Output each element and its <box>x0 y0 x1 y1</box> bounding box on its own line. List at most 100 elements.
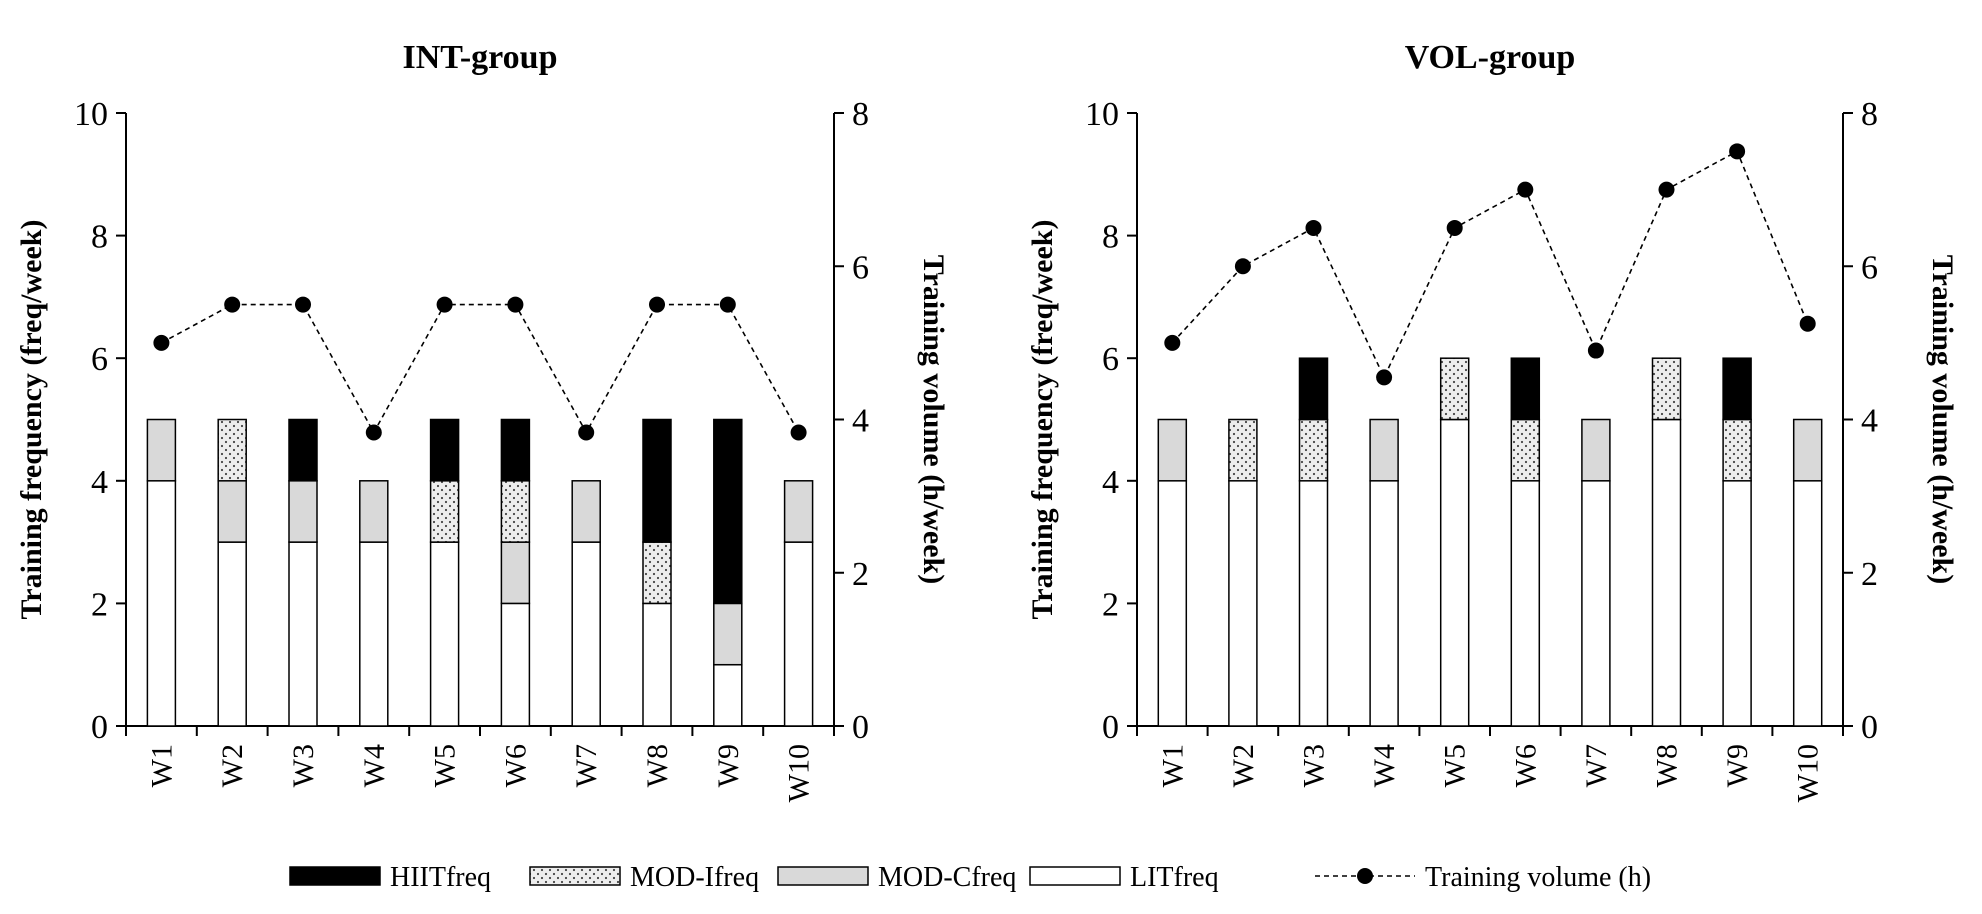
chart-title: INT-group <box>403 39 558 76</box>
training-volume-point-w8 <box>1658 181 1675 198</box>
right-tick-label: 4 <box>1861 403 1878 440</box>
x-tick-label-w1: W1 <box>145 744 178 787</box>
left-tick-label: 6 <box>1102 341 1119 378</box>
left-tick-label: 2 <box>1102 586 1119 623</box>
bar-hiitfreq-w3 <box>288 418 318 482</box>
vol-group-chart: VOL-group 0 2 4 6 8 10 0 2 4 6 8 W1 W2 W3 W4 W5 W6 W7 W8 W9 W… <box>1026 39 1959 802</box>
x-tick-label-w4: W4 <box>358 744 391 787</box>
x-tick-label-w5: W5 <box>1439 744 1472 787</box>
x-tick-label-w4: W4 <box>1368 744 1401 787</box>
bar-litfreq-w1 <box>1157 480 1188 727</box>
bar-hiitfreq-w9 <box>1722 357 1752 421</box>
bar-litfreq-w8 <box>642 602 672 727</box>
bar-mod-ifreq-w6 <box>1510 418 1541 482</box>
x-tick-label-w8: W8 <box>1651 744 1684 787</box>
left-tick-label: 0 <box>1102 709 1119 746</box>
training-volume-point-w2 <box>1234 258 1251 275</box>
bar-litfreq-w8 <box>1651 418 1682 727</box>
y-axis-label: Training frequency (freq/week) <box>1026 220 1059 620</box>
bar-mod-cfreq-w6 <box>500 541 531 605</box>
left-tick-label: 4 <box>1102 464 1119 501</box>
bar-litfreq-w9 <box>1722 480 1752 727</box>
training-volume-point-w6 <box>1517 181 1534 198</box>
bar-mod-ifreq-w8 <box>1651 357 1682 421</box>
legend-marker-training-volume <box>1357 868 1373 884</box>
bar-mod-cfreq-w2 <box>217 480 247 543</box>
bar-mod-ifreq-w6 <box>500 480 531 543</box>
bar-mod-cfreq-w7 <box>571 480 601 543</box>
x-tick-label-w8: W8 <box>641 744 674 787</box>
x-tick-label-w6: W6 <box>1509 744 1542 787</box>
training-volume-point-w9 <box>1729 143 1746 160</box>
bar-mod-cfreq-w7 <box>1581 418 1611 482</box>
right-tick-label: 2 <box>1861 556 1878 593</box>
bar-mod-cfreq-w4 <box>1369 418 1399 482</box>
bar-litfreq-w5 <box>1439 418 1470 727</box>
bar-litfreq-w3 <box>1298 480 1329 727</box>
bar-litfreq-w4 <box>1369 480 1399 727</box>
left-tick-label: 6 <box>91 341 108 378</box>
x-tick-label-w10: W10 <box>783 744 816 802</box>
training-volume-point-w8 <box>649 296 665 313</box>
bar-hiitfreq-w5 <box>429 418 460 482</box>
x-tick-label-w3: W3 <box>287 744 320 787</box>
legend-swatch-litfreq <box>1029 866 1121 886</box>
bar-litfreq-w10 <box>1792 480 1823 727</box>
right-tick-label: 4 <box>852 403 869 440</box>
x-tick-label-w2: W2 <box>216 744 249 787</box>
bar-litfreq-w3 <box>288 541 318 727</box>
legend-swatch-mod-ifreq <box>529 866 621 886</box>
bar-litfreq-w2 <box>1228 480 1258 727</box>
bar-hiitfreq-w8 <box>642 418 672 543</box>
left-tick-label: 8 <box>91 219 108 256</box>
int-group-chart: INT-group 0 2 4 6 8 10 0 2 4 6 8 W1 W2 W3 W4 W5 W6 W7 W8 W9 W… <box>15 39 950 802</box>
legend-label-mod-ifreq: MOD-Ifreq <box>630 862 759 893</box>
training-volume-point-w6 <box>507 296 524 313</box>
bar-mod-cfreq-w10 <box>1792 418 1823 482</box>
bar-mod-ifreq-w9 <box>1722 418 1752 482</box>
training-volume-point-w1 <box>153 334 170 351</box>
training-volume-point-w5 <box>1446 219 1463 236</box>
training-volume-line <box>161 303 800 435</box>
bar-hiitfreq-w3 <box>1298 357 1329 421</box>
right-tick-label: 0 <box>852 709 869 746</box>
bar-mod-ifreq-w2 <box>1228 418 1258 482</box>
bar-litfreq-w9 <box>713 663 743 727</box>
x-tick-label-w10: W10 <box>1792 744 1825 802</box>
bar-mod-cfreq-w9 <box>713 602 743 666</box>
bar-mod-cfreq-w3 <box>288 480 318 543</box>
bar-hiitfreq-w9 <box>713 418 743 605</box>
legend-label-litfreq: LITfreq <box>1130 862 1219 893</box>
left-tick-label: 10 <box>74 96 108 133</box>
legend: HIITfreq MOD-Ifreq MOD-Cfreq LITfreq Trainin… <box>289 862 1651 893</box>
y2-axis-label: Training volume (h/week) <box>1926 255 1959 584</box>
bar-mod-cfreq-w1 <box>1157 418 1188 482</box>
bar-mod-ifreq-w2 <box>217 418 247 482</box>
bar-litfreq-w5 <box>429 541 460 727</box>
bar-mod-ifreq-w5 <box>1439 357 1470 421</box>
bar-hiitfreq-w6 <box>1510 357 1541 421</box>
right-tick-label: 0 <box>1861 709 1878 746</box>
left-tick-label: 10 <box>1085 96 1119 133</box>
bar-mod-ifreq-w3 <box>1298 418 1329 482</box>
bar-litfreq-w6 <box>500 602 531 727</box>
right-tick-label: 6 <box>852 249 869 286</box>
x-tick-label-w9: W9 <box>1721 744 1754 787</box>
legend-label-hiitfreq: HIITfreq <box>390 862 491 893</box>
bar-mod-ifreq-w8 <box>642 541 672 605</box>
right-tick-label: 2 <box>852 556 869 593</box>
bar-mod-cfreq-w1 <box>146 418 177 482</box>
x-tick-label-w2: W2 <box>1227 744 1260 787</box>
y-axis-label: Training frequency (freq/week) <box>15 220 48 620</box>
training-volume-point-w4 <box>1376 369 1393 386</box>
training-volume-point-w10 <box>1799 315 1816 332</box>
training-volume-point-w7 <box>578 424 595 441</box>
right-tick-label: 8 <box>852 96 869 133</box>
bar-litfreq-w1 <box>146 480 177 727</box>
bar-litfreq-w10 <box>783 541 814 727</box>
bar-litfreq-w2 <box>217 541 247 727</box>
bar-hiitfreq-w6 <box>500 418 531 482</box>
legend-label-training-volume: Training volume (h) <box>1425 862 1651 893</box>
legend-swatch-hiitfreq <box>289 866 381 886</box>
